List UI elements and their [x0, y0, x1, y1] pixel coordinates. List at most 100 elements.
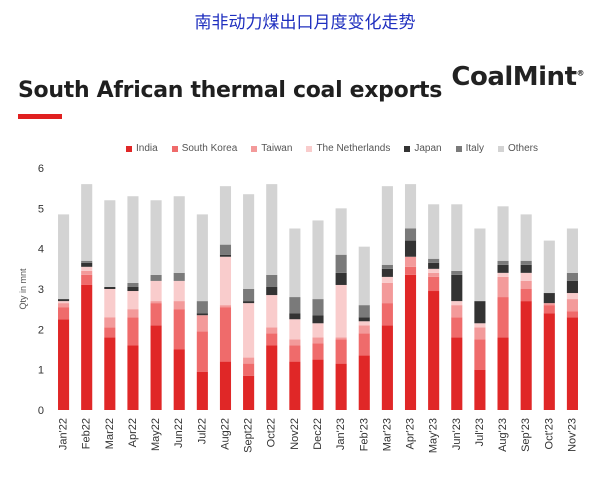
bar-segment — [404, 240, 417, 257]
bar-segment — [474, 301, 486, 324]
bar-segment — [104, 286, 116, 289]
chart-legend: India South Korea Taiwan The Netherlands Jap… — [126, 143, 538, 154]
bar-segment — [289, 313, 301, 320]
bar-segment — [358, 305, 370, 318]
bar-segment — [81, 270, 93, 275]
bar-segment — [196, 313, 208, 316]
bar-segment — [335, 337, 347, 340]
bar-segment — [243, 194, 255, 289]
bar-segment — [497, 206, 509, 261]
bar-segment — [312, 343, 324, 360]
bar-segment — [451, 270, 463, 275]
x-tick-label: Aug'23 — [497, 418, 509, 452]
bar-segment — [104, 317, 116, 328]
bar-segment — [127, 317, 139, 346]
bar-segment — [58, 303, 70, 308]
bar-segment — [312, 315, 324, 324]
y-tick-label: 4 — [38, 244, 44, 256]
bar-segment — [381, 325, 393, 410]
x-tick-label: Dec22 — [312, 418, 324, 450]
bar-segment — [173, 301, 185, 310]
bar-segment — [520, 260, 532, 265]
bar-segment — [150, 200, 162, 275]
bar-segment — [312, 359, 324, 410]
bar-segment — [358, 317, 370, 322]
brand-registered-mark: ® — [576, 68, 585, 78]
bar-segment — [404, 184, 417, 229]
bar-segment — [566, 280, 578, 294]
bar-segment — [289, 319, 301, 340]
bar-segment — [266, 295, 278, 328]
bar-segment — [335, 272, 347, 285]
bar-segment — [428, 204, 440, 259]
x-tick-label: Sept22 — [243, 418, 255, 453]
legend-item: The Netherlands — [306, 143, 390, 154]
bar-segment — [173, 349, 185, 410]
bar-segment — [104, 327, 116, 338]
bar-segment — [127, 345, 139, 410]
bar-segment — [104, 337, 116, 410]
bar-segment — [58, 214, 70, 300]
bar-segment — [312, 220, 324, 300]
legend-item: Italy — [455, 143, 484, 154]
bar-segment — [358, 355, 370, 410]
bar-segment — [497, 337, 509, 410]
bar-segment — [543, 303, 555, 306]
y-tick-label: 0 — [38, 405, 44, 417]
bar-segment — [428, 291, 440, 410]
bar-segment — [474, 339, 486, 370]
bar-segment — [566, 299, 578, 312]
x-tick-label: Nov'23 — [566, 418, 578, 452]
bar-segment — [81, 184, 93, 261]
bar-segment — [566, 317, 578, 410]
bar-segment — [358, 321, 370, 326]
y-tick-label: 3 — [38, 284, 44, 296]
bar-segment — [497, 297, 509, 338]
x-tick-label: Jan'23 — [335, 418, 347, 450]
bar-segment — [451, 317, 463, 338]
bar-segment — [289, 345, 301, 362]
bar-segment — [219, 244, 232, 255]
chart-title: South African thermal coal exports — [18, 78, 443, 103]
bar-segment — [543, 305, 555, 314]
x-tick-label: Jul'23 — [474, 418, 486, 446]
legend-swatch — [497, 145, 504, 152]
bar-segment — [150, 274, 162, 281]
bar-segment — [58, 301, 70, 304]
bar-segment — [150, 303, 162, 326]
bar-segment — [520, 289, 532, 302]
bar-segment — [404, 274, 417, 410]
bar-segment — [104, 200, 116, 287]
bar-segment — [81, 274, 93, 285]
bar-segment — [497, 272, 509, 277]
bar-segment — [289, 361, 301, 410]
x-tick-label: Mar22 — [104, 418, 116, 449]
bar-segment — [173, 280, 185, 302]
bar-segment — [289, 228, 301, 298]
bar-segment — [196, 331, 208, 372]
bar-segment — [81, 262, 93, 267]
bar-segment — [428, 262, 440, 269]
bar-segment — [173, 196, 185, 273]
y-axis-label: Qty in mnt — [18, 268, 28, 310]
bar-segment — [127, 282, 139, 287]
x-tick-label: Jan'22 — [58, 418, 70, 450]
bar-segment — [196, 301, 208, 314]
stacked-bar-chart: 0 1 2 3 4 5 6 Qty in mnt Jan'22 Feb22 Mar22 Apr22 Ma… — [18, 163, 578, 453]
bar-segment — [266, 184, 278, 275]
bar-segment — [358, 246, 370, 306]
bar-segment — [266, 327, 278, 334]
bar-segment — [497, 276, 509, 298]
bar-segment — [520, 280, 532, 289]
bar-segment — [428, 276, 440, 292]
bar-segment — [381, 282, 393, 304]
x-tick-label: May22 — [150, 418, 162, 451]
x-tick-label: Feb'23 — [358, 418, 370, 451]
bar-segment — [335, 339, 347, 364]
bar-segment — [335, 208, 347, 255]
legend-item: Others — [497, 143, 538, 154]
y-tick-label: 2 — [38, 324, 44, 336]
brand-name: CoalMint — [451, 62, 577, 92]
legend-item: Japan — [404, 143, 442, 154]
bar-segment — [520, 272, 532, 281]
